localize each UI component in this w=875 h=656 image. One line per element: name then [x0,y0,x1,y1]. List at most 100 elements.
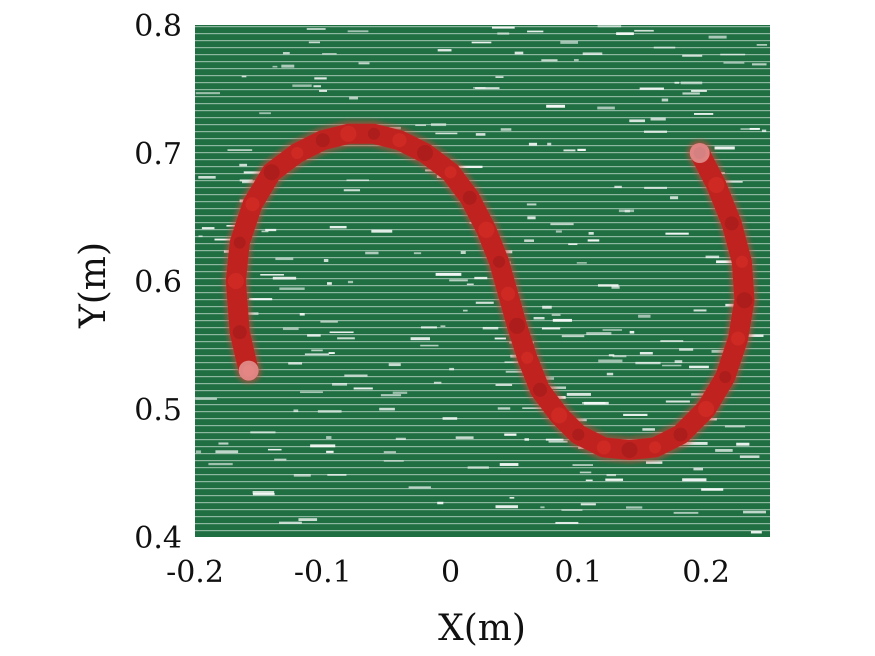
series-curve [225,123,755,460]
point-cloud-gap [442,417,458,420]
point-cloud-gap [420,344,439,347]
point-cloud-gap [614,185,622,189]
series-point [708,177,725,193]
series-point [462,190,477,205]
point-cloud-gap [524,239,534,242]
point-cloud-gap [288,362,303,365]
point-cloud-gap [611,285,620,289]
point-cloud-gap [388,363,401,367]
point-cloud-gap [218,442,229,445]
point-cloud-gap [568,243,578,246]
point-cloud-gap [602,329,623,331]
point-cloud-gap [326,436,332,440]
point-cloud-gap [473,87,486,89]
point-cloud-gap [395,437,406,441]
point-cloud-gap [635,361,661,365]
point-cloud-gap [300,391,323,394]
series-point [232,325,247,340]
point-cloud-gap [259,112,271,115]
point-cloud-gap [239,179,253,182]
point-cloud-gap [650,117,666,121]
point-cloud-gap [585,479,593,482]
point-cloud-gap [317,409,342,413]
point-cloud-gap [500,128,512,131]
y-tick-label: 0.5 [134,393,182,428]
point-cloud-gap [725,181,743,183]
point-cloud-gap [314,77,327,80]
point-cloud-gap [550,223,574,226]
point-cloud-gap [750,531,762,534]
series-point [719,371,732,383]
series-point [367,127,380,140]
point-cloud-gap [691,90,707,92]
point-cloud-gap [460,251,466,255]
series-end-fade [689,143,710,163]
point-cloud-gap [629,119,646,123]
point-cloud-gap [274,458,287,461]
point-cloud-gap [495,505,518,509]
point-cloud-gap [638,314,651,318]
point-cloud-gap [527,216,536,220]
point-cloud-gap [566,392,591,396]
point-cloud-gap [353,387,373,390]
point-cloud-gap [714,146,735,150]
point-cloud-gap [547,142,552,146]
point-cloud-gap [208,462,233,466]
point-cloud-gap [715,449,733,452]
point-cloud-gap [644,186,668,190]
plot-area [195,25,770,537]
point-cloud-gap [524,438,529,441]
point-cloud-gap [646,461,663,464]
point-cloud-gap [282,327,299,331]
point-cloud-gap [720,53,746,56]
point-cloud-gap [504,361,519,364]
point-cloud-gap [606,372,614,376]
point-cloud-gap [310,444,336,448]
point-cloud-gap [474,276,488,280]
point-cloud-gap [540,506,545,509]
point-cloud-gap [260,274,284,276]
point-cloud-gap [608,354,615,357]
point-cloud-gap [582,52,603,55]
point-cloud-gap [689,365,709,369]
point-cloud-gap [275,257,294,261]
point-cloud-gap [392,391,408,394]
point-cloud-gap [624,209,630,213]
point-cloud-gap [332,382,348,386]
point-cloud-gap [349,96,358,100]
point-cloud-gap [682,54,703,57]
point-cloud-gap [653,46,676,49]
point-cloud-gap [579,471,592,474]
point-cloud-gap [195,450,202,454]
point-cloud-gap [494,337,507,340]
point-cloud-gap [749,127,760,130]
point-cloud-gap [343,189,361,192]
point-cloud-gap [347,30,369,33]
point-cloud-gap [482,326,499,330]
point-cloud-gap [195,397,217,400]
point-cloud-gap [307,334,321,337]
point-cloud-gap [214,238,233,241]
point-cloud-gap [430,123,447,127]
point-cloud-gap [751,63,767,66]
point-cloud-gap [552,318,572,322]
point-cloud-gap [380,394,402,397]
point-cloud-gap [693,309,707,312]
point-cloud-gap [741,334,764,337]
point-cloud-gap [665,232,689,235]
point-cloud-gap [509,497,515,499]
point-cloud-gap [693,113,714,115]
series-point [291,147,304,159]
point-cloud-gap [326,450,334,453]
point-cloud-gap [661,98,669,102]
point-cloud-gap [522,407,545,410]
point-cloud-gap [693,467,704,471]
x-tick-label: -0.2 [166,555,224,590]
series-point [735,255,748,268]
point-cloud-speckles [195,25,768,534]
point-cloud-gap [415,124,427,127]
point-cloud-gap [626,506,643,509]
point-cloud-gap [455,436,474,439]
series-point [340,125,357,142]
series-point [673,427,688,442]
